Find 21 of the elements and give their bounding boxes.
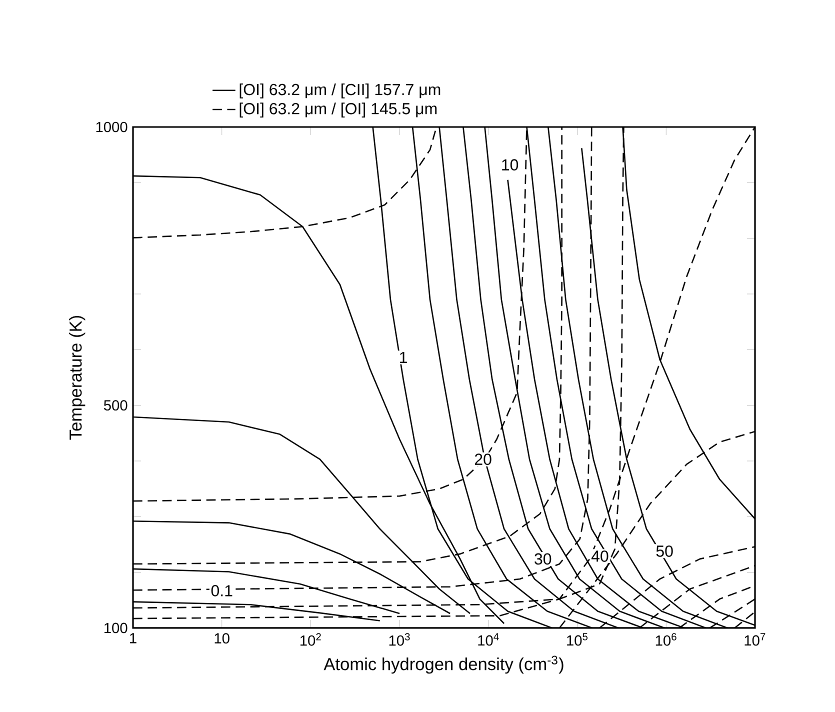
x-tick-label: 10$^{3}$ [389, 633, 410, 646]
y-tick-label: 500 [104, 400, 128, 411]
annotation: 50 [656, 546, 673, 557]
y-axis-title: Temperature (K) [69, 316, 86, 440]
legend-label: [OI] 63.2 μm / [OI] 145.5 μm [240, 102, 437, 118]
x-tick-label: 10$^{2}$ [300, 633, 321, 646]
annotation: 10 [502, 159, 518, 170]
annotation: 40 [591, 550, 608, 562]
y-tick-label: 1000 [96, 122, 128, 132]
x-tick-label: 1 [130, 633, 136, 644]
annotation: 1 [400, 352, 407, 363]
x-tick-label: 10$^{6}$ [656, 633, 676, 646]
legend-label: [OI] 63.2 μm / [CII] 157.7 μm [240, 83, 440, 98]
x-tick-label: 10$^{4}$ [478, 633, 499, 646]
x-tick-label: 10$^{5}$ [567, 633, 588, 646]
x-tick-label: 10 [214, 633, 230, 644]
annotation: 0.1 [211, 585, 232, 596]
y-tick-label: 100 [104, 622, 128, 634]
x-axis-title: Atomic hydrogen density (cm$^{-3}$) [324, 656, 564, 674]
x-tick-label: 10$^{7}$ [744, 633, 766, 646]
annotation: 30 [534, 553, 552, 565]
